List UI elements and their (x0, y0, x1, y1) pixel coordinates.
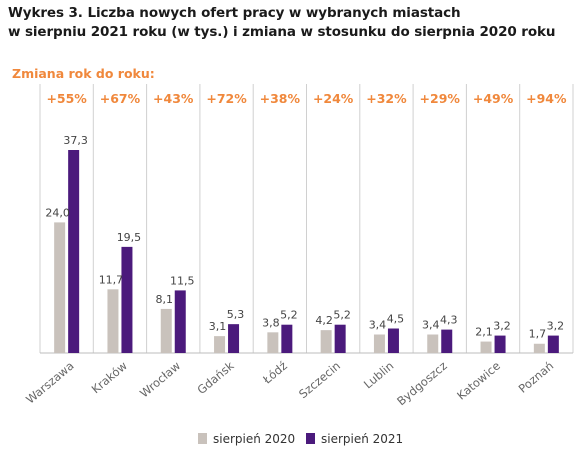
category-label: Poznań (516, 359, 557, 396)
category-label: Gdańsk (194, 358, 236, 397)
value-label-2020: 8,1 (156, 293, 174, 306)
value-label-2021: 3,2 (547, 320, 565, 333)
legend-item-2020: sierpień 2020 (198, 432, 295, 446)
category-label: Katowice (454, 359, 503, 403)
chart-title: Wykres 3. Liczba nowych ofert pracy w wy… (8, 4, 578, 42)
title-line-2: w sierpniu 2021 roku (w tys.) i zmiana w… (8, 24, 556, 40)
change-label: +29% (420, 91, 461, 106)
bar-2021 (387, 328, 399, 353)
change-label: +72% (206, 91, 247, 106)
value-label-2021: 5,3 (227, 308, 245, 321)
title-line-1: Wykres 3. Liczba nowych ofert pracy w wy… (8, 5, 461, 21)
value-label-2021: 19,5 (117, 231, 142, 244)
change-label: +43% (153, 91, 194, 106)
change-label: +55% (46, 91, 87, 106)
bar-2020 (320, 330, 332, 353)
bar-2020 (214, 336, 226, 353)
value-label-2021: 5,2 (333, 309, 351, 322)
value-label-2021: 11,5 (170, 274, 195, 287)
change-label: +38% (260, 91, 301, 106)
change-label: +24% (313, 91, 354, 106)
value-label-2021: 4,5 (387, 313, 405, 326)
bar-2021 (334, 324, 346, 353)
legend-swatch-2020 (198, 433, 207, 444)
category-label: Szczecin (296, 359, 343, 402)
legend-label-2021: sierpień 2021 (321, 432, 404, 446)
bar-2021 (68, 150, 80, 353)
bar-2021 (547, 335, 559, 353)
legend-swatch-2021 (306, 433, 315, 444)
category-label: Wrocław (137, 359, 183, 401)
category-label: Łódź (259, 359, 289, 388)
value-label-2020: 11,7 (99, 273, 124, 286)
category-label: Warszawa (23, 359, 76, 407)
change-label: +94% (526, 91, 567, 106)
legend: sierpień 2020 sierpień 2021 (0, 432, 585, 452)
bar-2021 (441, 329, 453, 353)
category-label: Bydgoszcz (394, 359, 450, 409)
bar-2020 (480, 341, 492, 353)
bar-2020 (373, 334, 385, 353)
value-label-2020: 3,8 (262, 316, 280, 329)
change-label: +32% (366, 91, 407, 106)
bar-2021 (174, 290, 186, 353)
bar-2020 (107, 289, 119, 353)
legend-label-2020: sierpień 2020 (213, 432, 296, 446)
value-label-2020: 4,2 (315, 314, 333, 327)
change-heading: Zmiana rok do roku: (12, 66, 155, 81)
value-label-2021: 3,2 (493, 320, 511, 333)
value-label-2021: 4,3 (440, 314, 458, 327)
bar-2021 (121, 246, 133, 353)
bar-2020 (427, 334, 439, 353)
bar-2021 (228, 324, 240, 353)
value-label-2020: 2,1 (475, 326, 493, 339)
category-label: Lublin (361, 359, 396, 392)
value-label-2020: 24,0 (45, 206, 70, 219)
bar-2020 (267, 332, 279, 353)
legend-item-2021: sierpień 2021 (306, 432, 403, 446)
value-label-2020: 3,4 (369, 318, 387, 331)
bar-2020 (54, 222, 66, 353)
value-label-2020: 1,7 (529, 328, 547, 341)
change-label: +67% (100, 91, 141, 106)
value-label-2020: 3,4 (422, 318, 440, 331)
value-label-2021: 37,3 (63, 134, 88, 147)
value-label-2021: 5,2 (280, 309, 298, 322)
bar-2021 (494, 335, 506, 353)
value-label-2020: 3,1 (209, 320, 227, 333)
bar-2021 (281, 324, 293, 353)
category-label: Kraków (89, 359, 130, 397)
bar-2020 (160, 308, 172, 353)
bar-2020 (533, 343, 545, 353)
change-label: +49% (473, 91, 514, 106)
